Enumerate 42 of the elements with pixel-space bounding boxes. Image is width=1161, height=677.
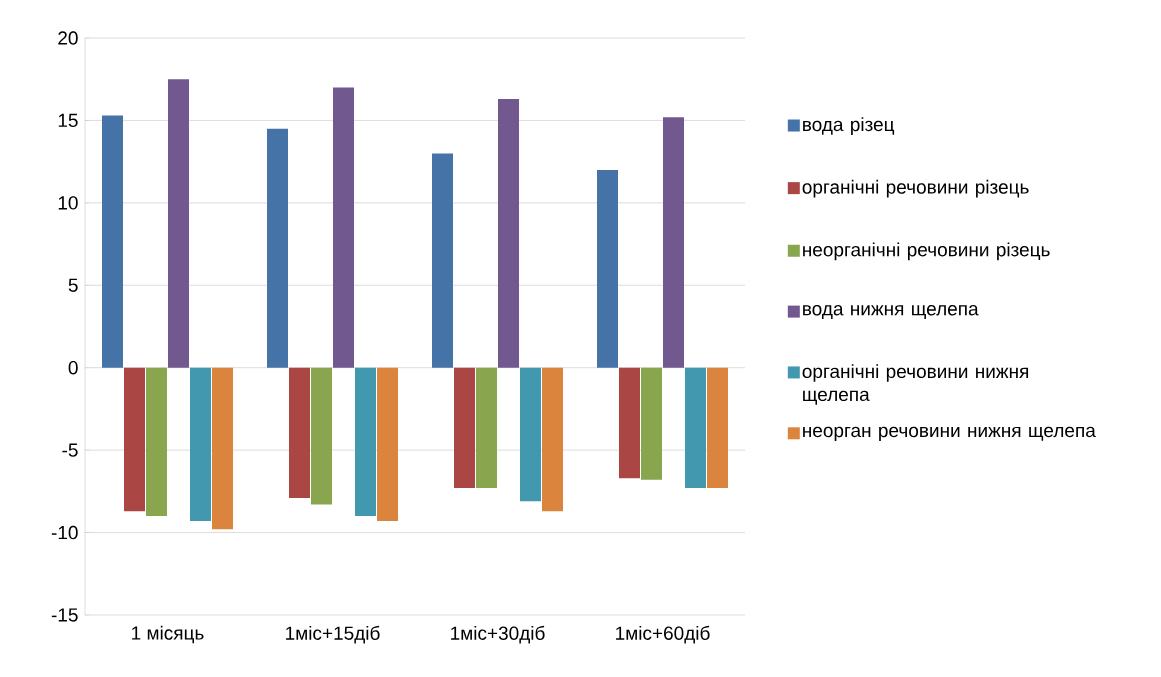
y-tick-label: -10 <box>51 525 78 540</box>
legend-label: вода різец <box>803 117 895 135</box>
x-tick-label: 1 місяць <box>132 625 204 644</box>
x-tick-label: 1міс+15діб <box>286 625 380 644</box>
bar <box>520 367 542 502</box>
bar <box>311 367 332 505</box>
bar <box>619 367 641 479</box>
legend-label: органічні речовини нижня щелепа <box>802 364 1029 405</box>
y-tick-label: 0 <box>68 360 78 375</box>
bar <box>542 367 564 512</box>
bar <box>432 153 454 368</box>
legend-label: неорган речовини нижня щелепа <box>803 426 1096 441</box>
bar <box>476 367 498 489</box>
x-tick-label: 1міс+30діб <box>451 625 545 644</box>
y-tick-label: -15 <box>51 608 78 622</box>
bar <box>102 115 123 368</box>
bar <box>289 367 310 498</box>
bar <box>267 128 288 368</box>
y-tick-label: 5 <box>68 278 78 292</box>
legend-label: вода нижня щелепа <box>803 305 979 320</box>
bar <box>168 79 189 368</box>
y-tick-label: 10 <box>58 196 78 210</box>
legend-label: неорганічні речовини різець <box>803 242 1050 261</box>
bar <box>597 169 619 368</box>
bar <box>707 367 729 489</box>
x-tick-label: 1міс+60діб <box>616 625 710 644</box>
bar <box>498 98 520 368</box>
y-tick-label: 20 <box>58 31 78 45</box>
legend-label: органічні речовини різець <box>802 179 1029 198</box>
bar <box>663 117 685 368</box>
bar <box>333 87 354 368</box>
bar <box>377 367 398 522</box>
y-tick-label: 15 <box>58 113 78 128</box>
bar <box>355 367 376 517</box>
bar <box>190 367 211 522</box>
y-tick-label: -5 <box>62 443 78 457</box>
bar <box>454 367 476 489</box>
bar <box>685 367 707 489</box>
bar <box>124 367 145 512</box>
bar <box>641 367 663 480</box>
bar <box>146 367 167 517</box>
bar <box>212 367 233 530</box>
